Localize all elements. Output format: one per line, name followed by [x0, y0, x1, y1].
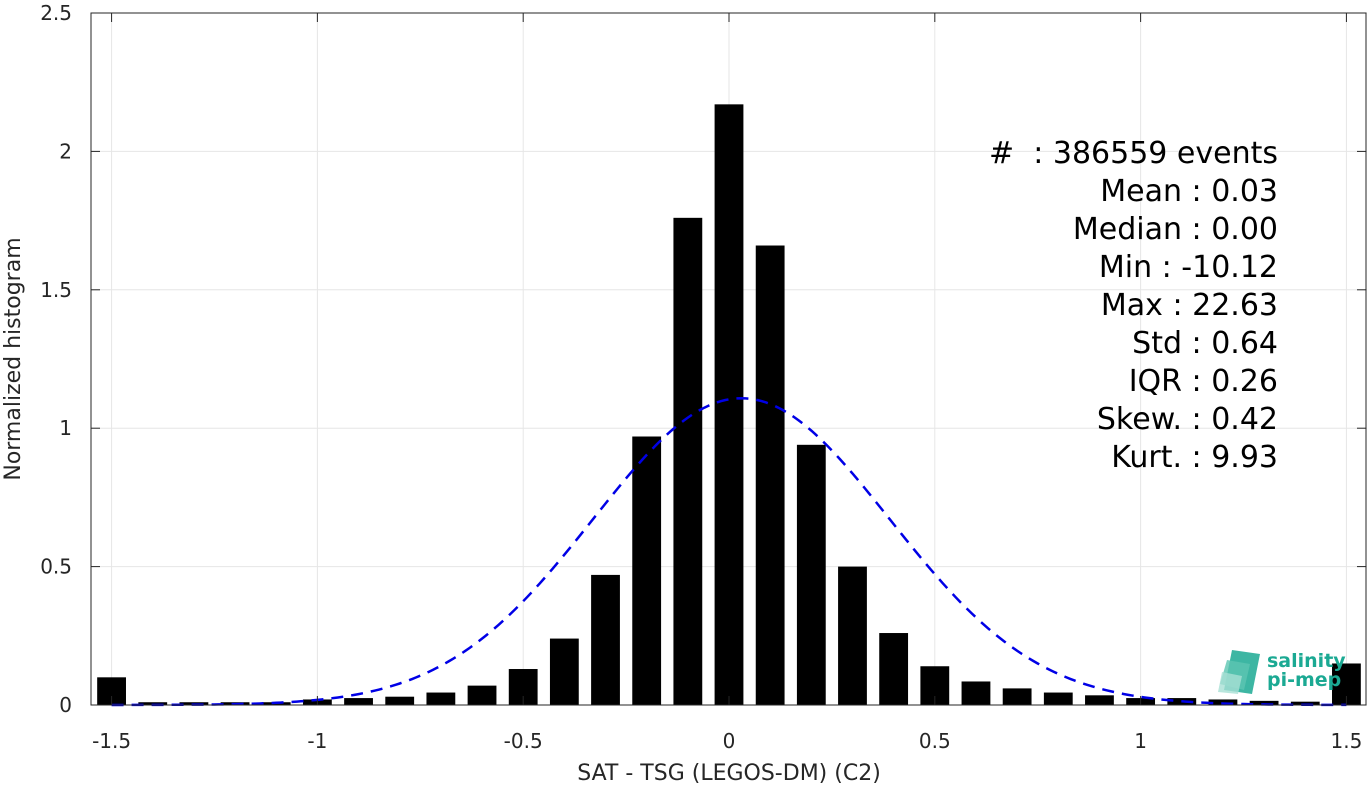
logo-text-salinity: salinity [1267, 650, 1346, 672]
histogram-bar [838, 566, 867, 705]
x-tick-label: 0 [723, 729, 736, 753]
logo-waves-icon [1218, 650, 1260, 694]
salinity-pimep-logo: salinity pi-mep [1218, 650, 1346, 694]
y-tick-label: 2.5 [40, 1, 72, 25]
histogram-bar [1085, 695, 1114, 705]
stats-line: Mean : 0.03 [1100, 174, 1278, 209]
axis-ticks [91, 12, 1366, 706]
x-tick-label: 0.5 [919, 729, 951, 753]
x-tick-label: 1.5 [1331, 729, 1363, 753]
x-tick-labels: -1.5 -1 -0.5 0 0.5 1 1.5 [92, 729, 1362, 753]
histogram-bar [673, 217, 703, 705]
histogram-bar [344, 698, 373, 705]
histogram-bar [632, 436, 662, 705]
stats-line: Median : 0.00 [1073, 212, 1278, 247]
stats-line: Skew. : 0.42 [1097, 402, 1278, 437]
stats-line: Min : -10.12 [1099, 250, 1278, 285]
histogram-bar [1290, 701, 1320, 705]
x-axis-label: SAT - TSG (LEGOS-DM) (C2) [577, 761, 881, 785]
histogram-bar [426, 692, 456, 705]
y-axis-label: Normalized histogram [1, 237, 26, 480]
histogram-bar [549, 638, 579, 705]
y-tick-labels: 0 0.5 1 1.5 2 2.5 [40, 1, 72, 717]
histogram-bar [385, 696, 415, 705]
histogram-bar [755, 245, 785, 705]
histogram-bar [138, 702, 168, 705]
y-tick-label: 1.5 [40, 278, 72, 302]
y-tick-label: 1 [59, 416, 72, 440]
x-tick-label: -1.5 [92, 729, 131, 753]
y-tick-label: 2 [59, 139, 72, 163]
stats-line: Max : 22.63 [1101, 288, 1278, 323]
y-tick-label: 0 [59, 693, 72, 717]
stats-line: # : 386559 events [989, 136, 1278, 171]
histogram-bar [591, 574, 620, 705]
histogram-bar [1249, 700, 1279, 705]
histogram-bar [879, 633, 909, 705]
histogram-bar [1002, 688, 1032, 705]
stats-line: IQR : 0.26 [1129, 364, 1278, 399]
histogram-bar [961, 681, 991, 705]
x-tick-label: 1 [1134, 729, 1147, 753]
histogram-bar [796, 444, 826, 705]
histogram-bar [467, 685, 497, 705]
histogram-bar [1043, 692, 1073, 705]
x-tick-label: -1 [307, 729, 327, 753]
histogram-bar [714, 104, 744, 706]
stats-line: Std : 0.64 [1132, 326, 1278, 361]
stats-line: Kurt. : 9.93 [1111, 440, 1278, 475]
y-tick-label: 0.5 [40, 555, 72, 579]
logo-text-pimep: pi-mep [1267, 669, 1341, 691]
x-tick-label: -0.5 [504, 729, 543, 753]
